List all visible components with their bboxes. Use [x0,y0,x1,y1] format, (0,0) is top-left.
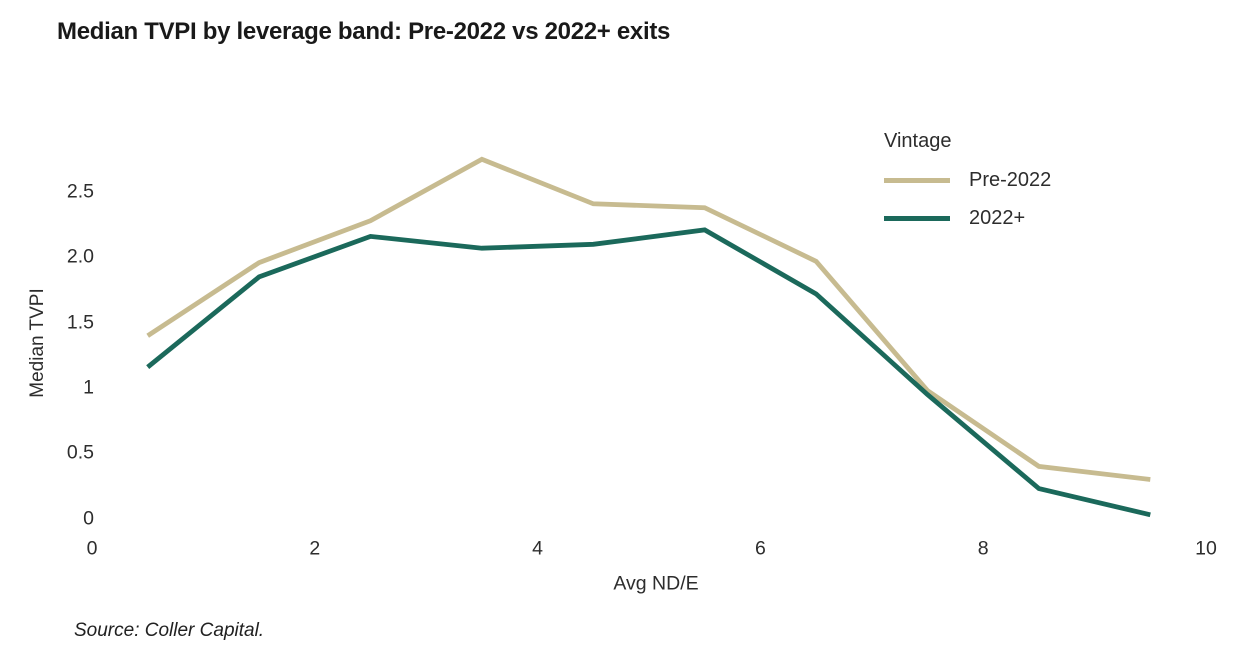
x-axis-title: Avg ND/E [613,572,699,595]
y-tick-label: 2.5 [66,180,94,203]
y-axis-title: Median TVPI [27,288,48,398]
x-tick-label: 0 [86,537,98,560]
legend-swatch-2022-plus [884,215,950,221]
x-tick-label: 10 [1195,537,1217,560]
x-tick-label: 2 [309,537,321,560]
legend: Vintage Pre-2022 2022+ [884,130,1051,246]
line-2022-plus [146,227,1151,518]
x-tick-label: 6 [754,537,766,560]
x-tick-label: 8 [977,537,989,560]
legend-label-pre-2022: Pre-2022 [969,168,1052,191]
y-tick-label: 2.0 [66,245,94,268]
y-tick-label: 0 [83,507,94,530]
legend-item-pre-2022: Pre-2022 [884,168,1052,191]
y-tick-label: 1.5 [66,311,94,334]
legend-label-2022-plus: 2022+ [969,206,1026,229]
legend-title: Vintage [884,130,952,152]
x-tick-label: 4 [532,537,544,560]
chart-title: Median TVPI by leverage band: Pre-2022 v… [57,18,671,45]
y-tick-label: 1 [83,376,94,399]
legend-swatch-pre-2022 [884,177,950,183]
source-note: Source: Coller Capital. [74,620,265,641]
legend-item-2022-plus: 2022+ [884,206,1051,229]
line-pre-2022 [146,156,1151,482]
y-tick-label: 0.5 [66,441,94,464]
